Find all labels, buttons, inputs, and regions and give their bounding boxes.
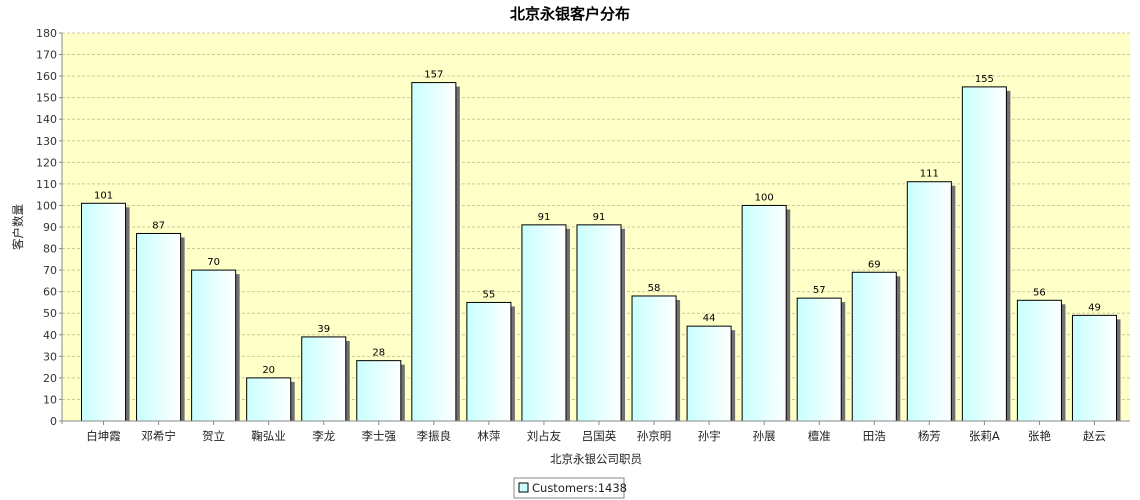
y-tick-label: 80 [43, 243, 57, 256]
x-tick-label: 李龙 [312, 429, 335, 443]
data-label: 70 [207, 257, 220, 268]
data-label: 155 [975, 74, 994, 85]
bar [741, 204, 787, 422]
data-label: 55 [483, 289, 496, 300]
y-tick-label: 10 [43, 393, 57, 406]
x-tick-label: 赵云 [1083, 429, 1106, 443]
x-tick-label: 白坤霞 [86, 429, 121, 443]
y-tick-label: 140 [36, 113, 57, 126]
data-label: 39 [317, 324, 330, 335]
x-tick-label: 檀准 [808, 429, 831, 443]
legend-box [513, 477, 625, 499]
x-tick-label: 李士强 [362, 429, 397, 443]
x-tick-label: 孙宇 [698, 429, 721, 443]
x-tick-label: 贺立 [202, 429, 225, 443]
bar [851, 271, 897, 422]
x-tick-label: 李振良 [417, 429, 452, 443]
bars: 101 87 70 20 39 28 157 55 91 91 58 44 100 57 69 111 155 5… [81, 70, 1121, 422]
legend-swatch [518, 482, 529, 493]
data-label: 28 [372, 348, 385, 359]
y-tick-label: 100 [36, 199, 57, 212]
x-tick-label: 孙展 [753, 429, 776, 443]
bar [411, 82, 457, 422]
y-tick-label: 130 [36, 135, 57, 148]
data-label: 58 [648, 283, 661, 294]
data-label: 57 [813, 285, 826, 296]
y-tick-label: 120 [36, 156, 57, 169]
bar [356, 360, 402, 422]
x-tick-label: 林萍 [477, 429, 500, 443]
x-tick-label: 孙京明 [637, 429, 672, 443]
y-tick-label: 110 [36, 178, 57, 191]
y-axis-ticks: 0 10 20 30 40 50 60 70 80 90 100 110 120 130 140 150 160… [36, 27, 62, 428]
bar [136, 232, 182, 422]
y-tick-label: 20 [43, 372, 57, 385]
data-label: 20 [262, 365, 275, 376]
bar [301, 336, 347, 422]
data-label: 56 [1033, 287, 1046, 298]
bar [906, 181, 952, 422]
chart-title: 北京永银客户分布 [510, 5, 630, 23]
bar [631, 295, 677, 422]
legend-label: Customers:1438 [532, 481, 627, 495]
x-tick-label: 张艳 [1028, 429, 1051, 443]
x-axis-title: 北京永银公司职员 [550, 452, 642, 466]
x-tick-label: 张莉A [969, 429, 1000, 443]
bar [1016, 299, 1062, 422]
bar [796, 297, 842, 422]
data-label: 49 [1088, 302, 1101, 313]
y-tick-label: 70 [43, 264, 57, 277]
data-label: 87 [152, 220, 165, 231]
y-tick-label: 160 [36, 70, 57, 83]
x-tick-label: 田浩 [863, 429, 886, 443]
x-axis-ticks: 白坤霞 邓希宁 贺立 鞠弘业 李龙 李士强 李振良 林萍 刘占友 吕国英 孙京明 孙宇 孙展 檀准 田浩 杨芳… [86, 421, 1106, 443]
y-tick-label: 0 [50, 415, 57, 428]
y-tick-label: 170 [36, 49, 57, 62]
x-tick-label: 刘占友 [527, 429, 562, 443]
x-tick-label: 杨芳 [918, 429, 941, 443]
y-tick-label: 180 [36, 27, 57, 40]
bar [576, 224, 622, 422]
data-label: 157 [424, 70, 443, 81]
data-label: 91 [538, 212, 551, 223]
data-label: 69 [868, 259, 881, 270]
bar [686, 325, 732, 422]
bar [521, 224, 567, 422]
y-tick-label: 150 [36, 92, 57, 105]
x-tick-label: 吕国英 [582, 429, 617, 443]
x-tick-label: 邓希宁 [141, 429, 176, 443]
data-label: 111 [920, 169, 939, 180]
bar [246, 377, 292, 422]
bar [961, 86, 1007, 422]
y-tick-label: 50 [43, 307, 57, 320]
data-label: 91 [593, 212, 606, 223]
x-tick-label: 鞠弘业 [251, 429, 286, 443]
data-label: 101 [94, 190, 113, 201]
bar [1071, 314, 1117, 422]
y-axis-title: 客户数量 [11, 204, 25, 250]
y-tick-label: 30 [43, 350, 57, 363]
bar [191, 269, 237, 422]
legend: Customers:1438 [513, 477, 627, 499]
data-label: 100 [755, 192, 774, 203]
y-tick-label: 60 [43, 286, 57, 299]
y-tick-label: 40 [43, 329, 57, 342]
data-label: 44 [703, 313, 716, 324]
bar [81, 202, 127, 422]
y-tick-label: 90 [43, 221, 57, 234]
bar [466, 301, 512, 422]
